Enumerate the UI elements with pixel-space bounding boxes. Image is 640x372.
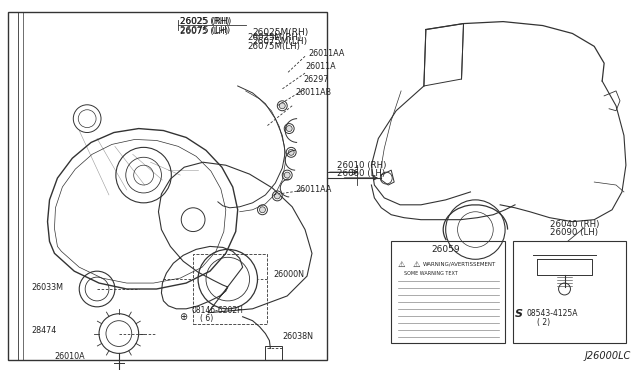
Text: SOME WARNING TEXT: SOME WARNING TEXT [404,271,458,276]
Text: 26025 (RH): 26025 (RH) [180,17,232,26]
Text: ( 2): ( 2) [537,318,550,327]
Circle shape [286,126,292,132]
Text: S: S [515,309,523,319]
Text: 26025M(RH): 26025M(RH) [248,33,301,42]
Text: 26011AA: 26011AA [308,49,344,58]
Text: 26075 (LH): 26075 (LH) [180,26,230,35]
Circle shape [284,172,290,178]
Circle shape [275,193,280,199]
Text: 26075 (LH): 26075 (LH) [180,27,228,36]
Bar [391,241,505,343]
Text: ⊕: ⊕ [179,312,188,322]
Text: 26011AB: 26011AB [295,89,332,97]
Bar [266,346,282,360]
Text: 26075M(LH): 26075M(LH) [248,42,300,51]
Text: WARNING/AVERTISSEMENT: WARNING/AVERTISSEMENT [423,262,496,267]
Text: 26059: 26059 [431,245,460,254]
Circle shape [279,103,285,109]
Text: 26025M(RH): 26025M(RH) [253,28,308,37]
Text: 26025 (RH): 26025 (RH) [180,17,230,26]
Text: ( 6): ( 6) [200,314,213,323]
Text: 28474: 28474 [32,326,57,335]
Text: 26038N: 26038N [282,332,313,341]
Text: 26000N: 26000N [273,270,305,279]
Text: 08543-4125A: 08543-4125A [527,309,579,318]
Text: ⚠: ⚠ [412,260,420,269]
Text: 08146-6202H: 08146-6202H [191,306,243,315]
Text: 26297: 26297 [303,74,328,84]
Text: 26010 (RH): 26010 (RH) [337,161,386,170]
Circle shape [288,149,294,155]
Text: J26000LC: J26000LC [584,351,630,361]
Text: 26011A: 26011A [305,62,335,71]
Text: 26033M: 26033M [32,282,64,292]
Text: 26075M(LH): 26075M(LH) [253,37,308,46]
Text: 26040 (RH): 26040 (RH) [550,220,599,229]
Bar [513,241,626,343]
Text: 26011AA: 26011AA [295,186,332,195]
Text: 26010A: 26010A [54,352,85,361]
Text: 26060 (LH): 26060 (LH) [337,169,385,177]
Text: 26090 (LH): 26090 (LH) [550,228,598,237]
Text: ⚠: ⚠ [397,260,405,269]
Bar [8,12,327,360]
Bar [193,254,268,324]
Circle shape [259,207,266,213]
